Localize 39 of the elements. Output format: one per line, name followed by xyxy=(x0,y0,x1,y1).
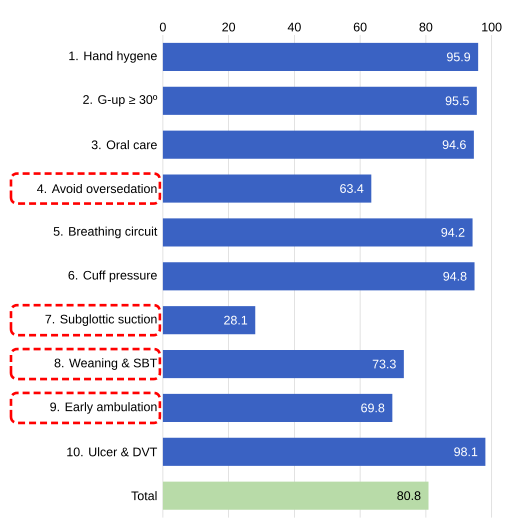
x-tick-label: 0 xyxy=(160,22,166,32)
x-tick-label: 60 xyxy=(354,22,366,32)
data-label: 94.6 xyxy=(442,140,466,150)
bar xyxy=(162,42,478,71)
bar xyxy=(162,86,477,115)
data-label: 63.4 xyxy=(340,184,364,193)
bar xyxy=(162,306,256,334)
x-tick-label: 80 xyxy=(419,22,432,32)
data-label: 73.3 xyxy=(372,360,396,368)
bar xyxy=(162,394,392,422)
y-tick-label: 9. Early ambulation xyxy=(50,402,156,414)
bar xyxy=(162,218,472,246)
bar xyxy=(162,174,372,203)
y-tick-label: 1. Hand hygene xyxy=(69,51,157,63)
x-tick-label: 20 xyxy=(222,22,235,32)
data-label: 94.8 xyxy=(443,272,466,281)
y-tick-label: 6. Cuff pressure xyxy=(68,270,157,282)
data-label: 95.9 xyxy=(446,52,470,62)
y-tick-label: 5. Breathing circuit xyxy=(53,226,158,238)
y-tick-label: 4. Avoid oversedation xyxy=(36,184,156,194)
bar xyxy=(162,482,428,510)
y-tick-label: 7. Subglottic suction xyxy=(45,314,156,326)
bar xyxy=(162,350,404,378)
bar xyxy=(162,130,474,159)
data-label: 80.8 xyxy=(397,491,420,500)
data-label: 95.5 xyxy=(446,96,469,106)
y-tick-label: 8. Weaning & SBT xyxy=(54,358,157,370)
bar xyxy=(162,438,486,466)
y-tick-label: Total xyxy=(131,491,156,500)
bar xyxy=(162,262,474,290)
data-label: 28.1 xyxy=(224,316,247,325)
y-tick-label: 10. Ulcer & DVT xyxy=(67,447,157,456)
data-label: 98.1 xyxy=(454,447,478,456)
data-label: 94.2 xyxy=(441,228,464,237)
x-tick-label: 40 xyxy=(288,22,301,32)
y-tick-label: 3. Oral care xyxy=(92,140,157,150)
x-tick-label: 100 xyxy=(482,22,502,32)
y-tick-label: 2. G-up ≥ 30º xyxy=(83,95,158,106)
data-label: 69.8 xyxy=(361,404,384,412)
